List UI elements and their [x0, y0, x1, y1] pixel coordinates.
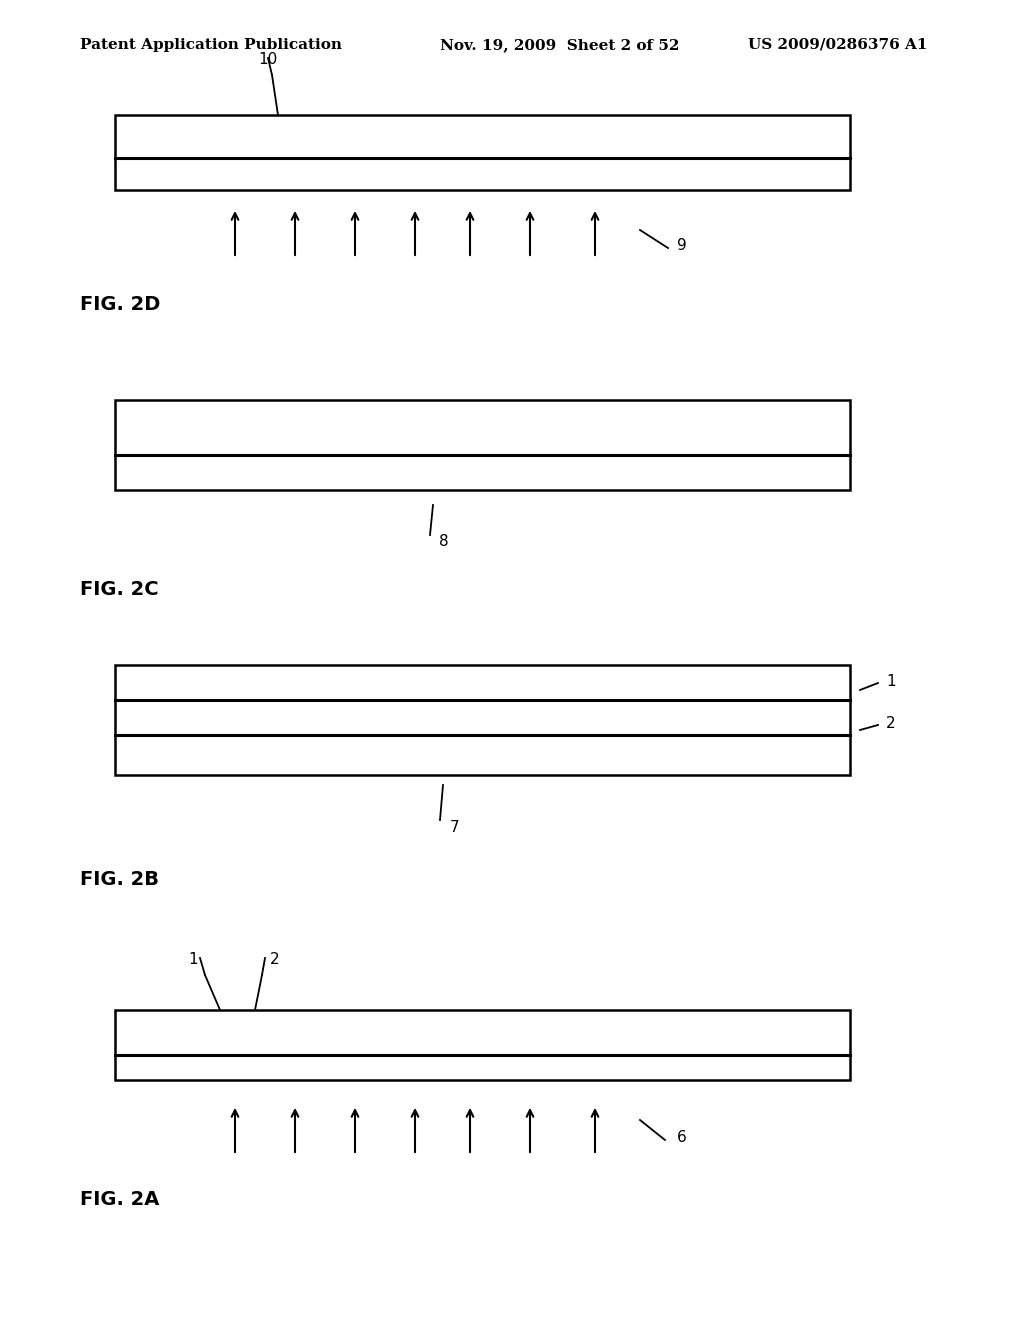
Text: 6: 6 — [677, 1130, 687, 1146]
Text: FIG. 2A: FIG. 2A — [80, 1191, 160, 1209]
Bar — [115, 115, 850, 190]
Text: Patent Application Publication: Patent Application Publication — [80, 38, 342, 51]
Text: 2: 2 — [270, 952, 280, 968]
Text: Nov. 19, 2009  Sheet 2 of 52: Nov. 19, 2009 Sheet 2 of 52 — [440, 38, 680, 51]
Text: FIG. 2B: FIG. 2B — [80, 870, 159, 888]
Text: 9: 9 — [677, 239, 687, 253]
Bar — [115, 400, 850, 490]
Bar — [115, 1010, 850, 1080]
Text: FIG. 2D: FIG. 2D — [80, 294, 161, 314]
Text: FIG. 2C: FIG. 2C — [80, 579, 159, 599]
Text: 7: 7 — [450, 821, 460, 836]
Bar — [115, 665, 850, 775]
Text: 2: 2 — [886, 717, 896, 731]
Text: US 2009/0286376 A1: US 2009/0286376 A1 — [748, 38, 927, 51]
Text: 1: 1 — [188, 952, 198, 968]
Text: 10: 10 — [258, 51, 278, 67]
Text: 1: 1 — [886, 675, 896, 689]
Text: 8: 8 — [439, 535, 449, 549]
